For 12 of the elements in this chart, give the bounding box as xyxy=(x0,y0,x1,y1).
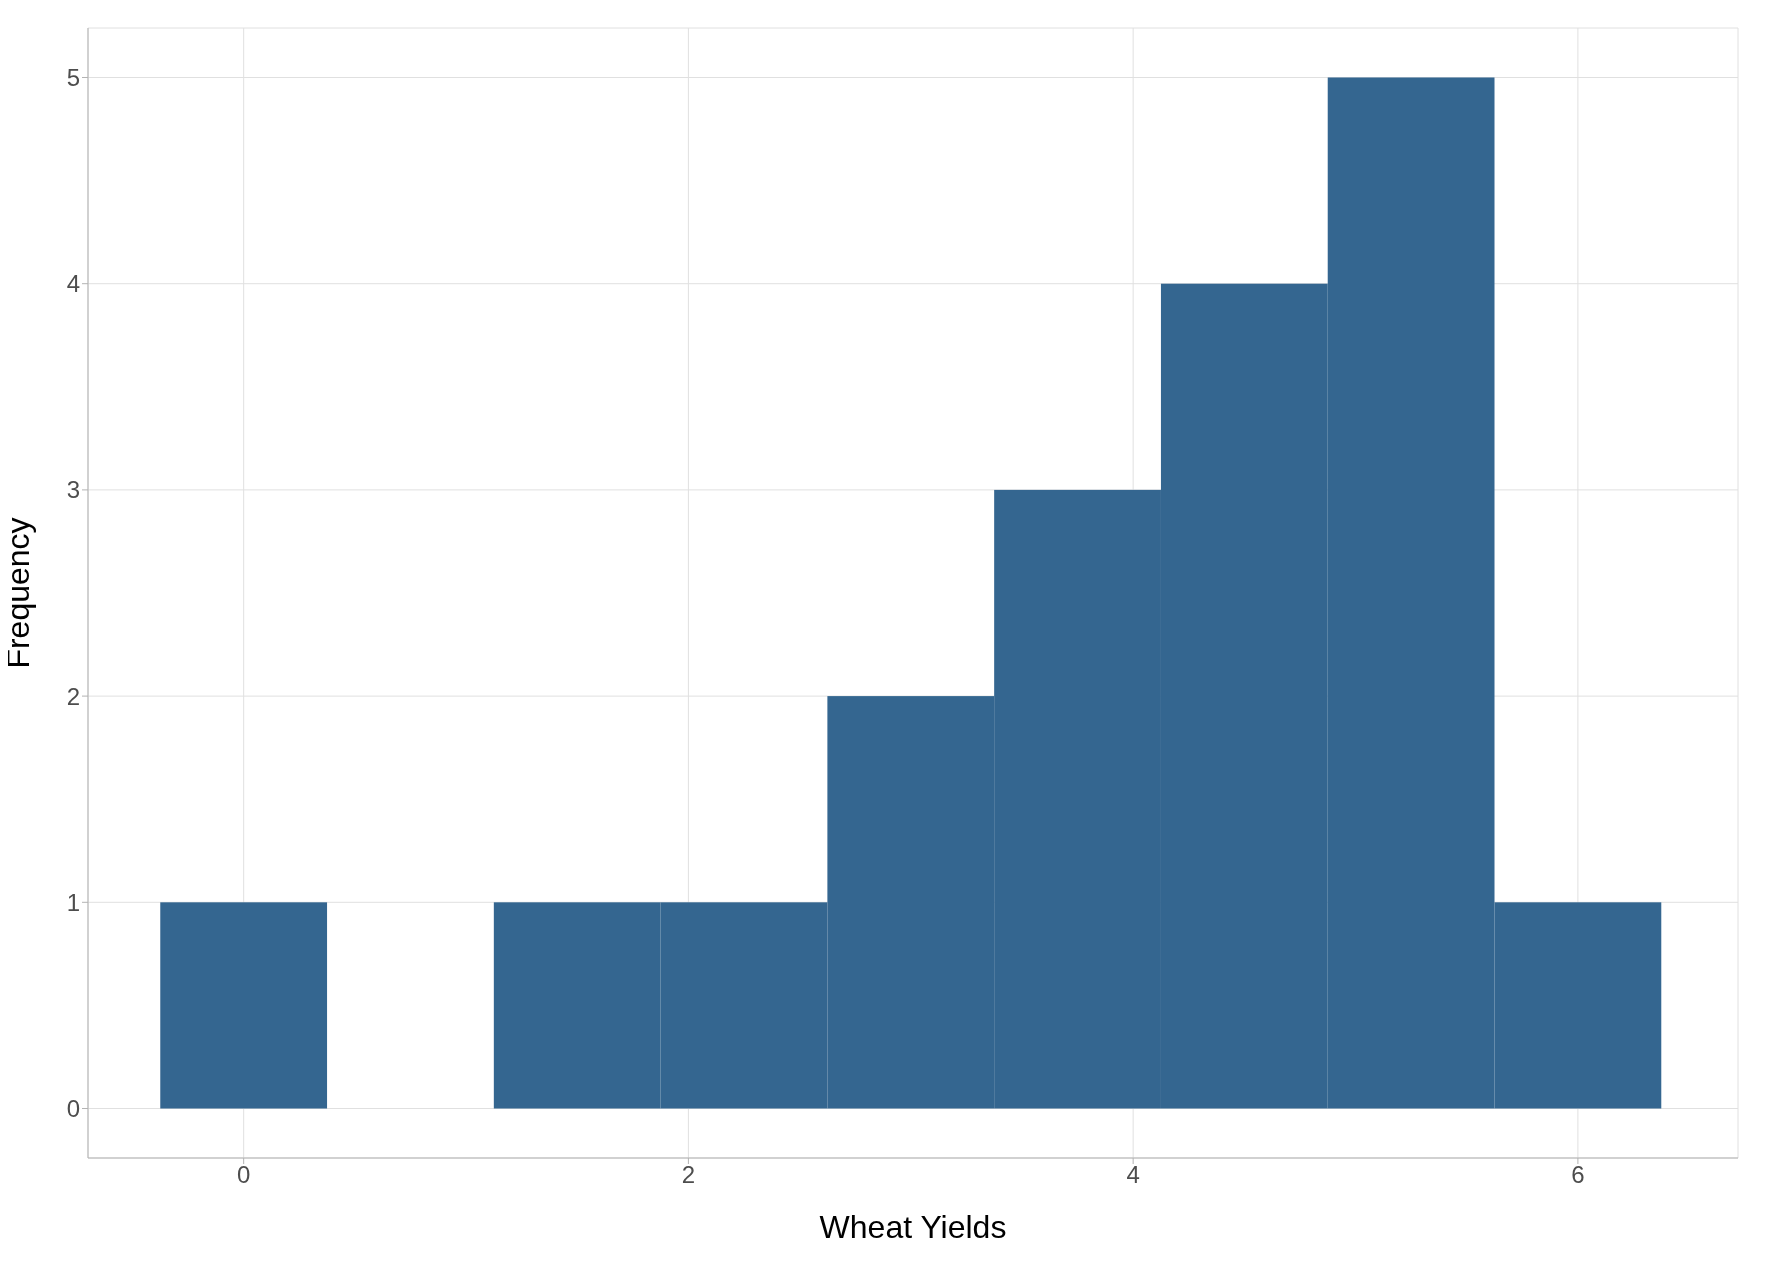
x-tick-label: 2 xyxy=(681,1161,696,1189)
y-tick-label: 1 xyxy=(66,888,80,916)
y-axis-title: Frequency xyxy=(0,517,37,669)
x-tick-label: 4 xyxy=(1126,1161,1140,1189)
x-tick-label: 6 xyxy=(1571,1161,1585,1189)
x-axis-title: Wheat Yields xyxy=(819,1209,1007,1245)
y-tick-label: 4 xyxy=(66,270,80,298)
x-tick-label: 0 xyxy=(236,1161,251,1189)
y-tick-label: 2 xyxy=(66,682,80,710)
y-tick-label: 0 xyxy=(66,1095,80,1123)
y-tick-label: 3 xyxy=(66,476,80,504)
y-tick-label: 5 xyxy=(66,64,80,92)
